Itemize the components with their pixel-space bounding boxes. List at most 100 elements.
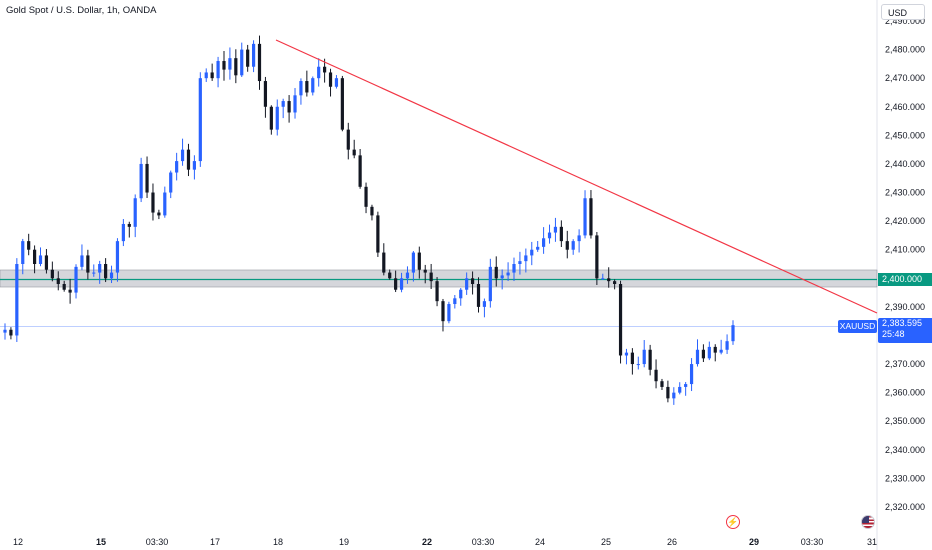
candle-body <box>642 349 646 365</box>
candle-body <box>358 155 362 187</box>
candle-body <box>257 43 262 82</box>
candle-body <box>654 369 658 382</box>
price-tick-label: 2,420.000 <box>885 216 925 226</box>
candle-body <box>423 269 427 273</box>
candle-body <box>500 275 504 279</box>
bar-countdown: 25:48 <box>882 329 905 339</box>
currency-selector[interactable]: USD <box>881 4 925 20</box>
time-tick-label: 03:30 <box>801 537 824 547</box>
price-tick-label: 2,410.000 <box>885 245 925 255</box>
last-price-label: 2,383.595 25:48 <box>878 318 932 343</box>
candle-body <box>524 255 528 262</box>
candle-body <box>695 349 700 365</box>
chart-title: Gold Spot / U.S. Dollar, 1h, OANDA <box>6 5 157 16</box>
price-scale[interactable]: 2,490.000 2,480.000 2,470.000 2,460.000 2,45… <box>885 16 925 512</box>
candle-body <box>204 72 208 79</box>
candle-body <box>684 384 688 387</box>
candle-body <box>180 149 185 162</box>
candle-body <box>293 95 297 113</box>
time-tick-label: 24 <box>535 537 545 547</box>
candle-body <box>133 198 137 227</box>
candle-body <box>364 186 368 207</box>
candle-body <box>163 192 167 216</box>
time-tick-label: 31 <box>867 537 877 547</box>
candle-body <box>86 255 90 273</box>
candle-body <box>512 264 516 273</box>
candle-body <box>109 272 114 279</box>
candle-body <box>340 78 344 130</box>
candle-body <box>334 78 339 87</box>
candle-body <box>216 61 220 79</box>
time-tick-label: 15 <box>96 537 106 547</box>
candle-body <box>607 278 611 282</box>
price-tick-label: 2,360.000 <box>885 388 925 398</box>
candle-body <box>636 364 640 366</box>
time-tick-label: 19 <box>339 537 349 547</box>
candle-body <box>311 78 315 93</box>
trendline[interactable] <box>275 39 878 314</box>
candle-body <box>713 346 717 353</box>
candle-body <box>689 364 694 385</box>
time-tick-label: 03:30 <box>472 537 495 547</box>
price-tick-label: 2,480.000 <box>885 45 925 55</box>
candle-body <box>571 241 575 250</box>
candle-body <box>678 386 682 393</box>
candle-body <box>115 241 120 273</box>
candle-body <box>494 266 498 279</box>
candle-body <box>275 106 279 130</box>
candle-body <box>435 281 439 302</box>
candle-body <box>299 81 303 96</box>
flash-icon[interactable]: ⚡ <box>726 515 740 529</box>
candle-body <box>725 341 729 350</box>
candle-body <box>447 304 451 322</box>
candle-body <box>465 278 469 290</box>
candle-body <box>50 269 54 279</box>
candle-body <box>27 241 31 250</box>
time-tick-label: 25 <box>601 537 611 547</box>
candle-body <box>542 238 546 247</box>
last-price-value: 2,383.595 <box>882 318 923 328</box>
candle-body <box>459 289 463 299</box>
candle-body <box>559 226 563 242</box>
candle-body <box>92 272 96 274</box>
candle-body <box>3 329 7 333</box>
candle-body <box>104 264 108 279</box>
candle-body <box>488 266 492 302</box>
candle-body <box>346 129 350 150</box>
candle-body <box>127 223 131 227</box>
candle-body <box>32 249 37 264</box>
candle-body <box>648 349 652 370</box>
candle-body <box>577 235 581 242</box>
candle-body <box>305 81 309 93</box>
candle-body <box>701 349 706 359</box>
candle-body <box>269 106 273 130</box>
us-flag-icon[interactable] <box>861 515 875 529</box>
candle-body <box>352 149 356 156</box>
price-tick-label: 2,490.000 <box>885 16 925 26</box>
time-axis[interactable]: 12 15 03:30 17 18 19 22 03:30 24 25 26 29 03:30 31 <box>13 537 877 547</box>
candle-body <box>151 192 155 213</box>
candle-body <box>38 255 43 264</box>
candle-body <box>382 252 386 273</box>
price-tick-label: 2,450.000 <box>885 130 925 140</box>
candle-body <box>68 289 72 293</box>
candle-body <box>536 246 540 250</box>
candle-body <box>666 386 670 399</box>
candle-body <box>281 101 285 107</box>
price-tick-label: 2,460.000 <box>885 102 925 112</box>
candle-body <box>595 235 599 279</box>
candle-body <box>476 284 481 307</box>
candle-body <box>198 78 202 162</box>
level-price-label: 2,400.000 <box>878 273 932 286</box>
time-tick-label: 12 <box>13 537 23 547</box>
candle-body <box>731 325 735 342</box>
candle-body <box>707 346 711 359</box>
time-tick-label: 26 <box>667 537 677 547</box>
candle-body <box>589 198 593 236</box>
price-tick-label: 2,370.000 <box>885 359 925 369</box>
candle-body <box>169 172 173 193</box>
candle-body <box>323 66 327 73</box>
candle-body <box>405 272 410 279</box>
candle-body <box>317 66 321 79</box>
